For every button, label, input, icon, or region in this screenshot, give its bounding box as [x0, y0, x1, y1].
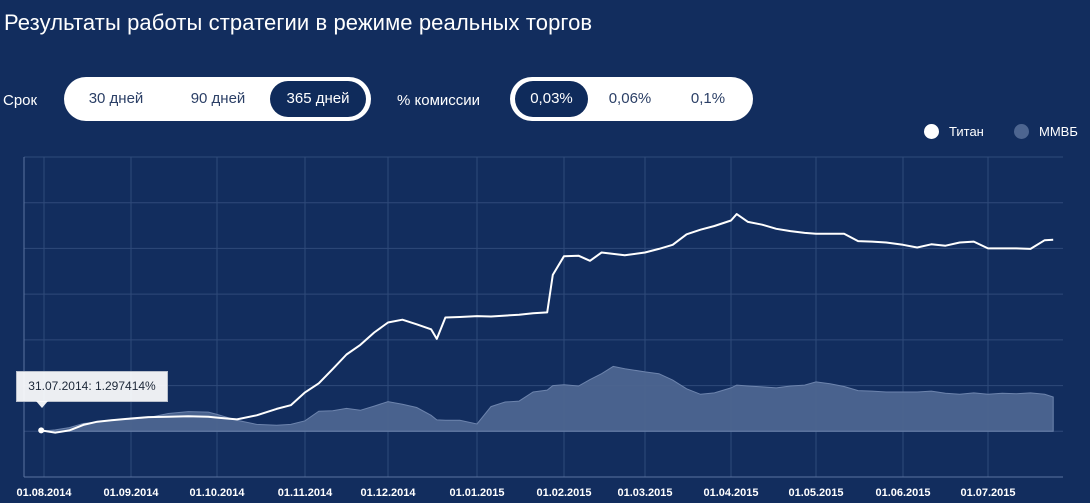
legend-item-mmvb[interactable]: ММВБ — [1014, 122, 1078, 140]
period-label: Срок — [3, 92, 38, 109]
period-selector: 30 дней 90 дней 365 дней — [64, 77, 371, 121]
chart-tooltip: 31.07.2014: 1.297414% — [16, 371, 168, 402]
legend-dot-titan — [924, 123, 939, 139]
x-tick-label: 01.06.2015 — [875, 487, 930, 499]
legend-label-mmvb: ММВБ — [1039, 123, 1078, 139]
x-tick-label: 01.02.2015 — [536, 487, 591, 499]
series-line-titan — [41, 213, 1054, 434]
commission-selector: 0,03% 0,06% 0,1% — [510, 77, 753, 121]
period-option-365-days[interactable]: 365 дней — [270, 81, 366, 117]
x-tick-label: 01.12.2014 — [360, 487, 416, 499]
tooltip-marker — [38, 427, 45, 434]
series-area-mmvb — [40, 365, 1054, 432]
x-tick-label: 01.04.2015 — [703, 487, 758, 499]
legend-dot-mmvb — [1014, 123, 1029, 139]
commission-option-006[interactable]: 0,06% — [608, 90, 652, 107]
tooltip-arrow — [36, 401, 48, 408]
legend-label-titan: Титан — [949, 123, 984, 139]
x-tick-label: 01.03.2015 — [617, 487, 672, 499]
commission-label: % комиссии — [397, 92, 481, 109]
x-tick-label: 01.05.2015 — [788, 487, 843, 499]
commission-option-01[interactable]: 0,1% — [690, 90, 726, 107]
period-option-30-days[interactable]: 30 дней — [88, 90, 144, 107]
x-tick-label: 01.08.2014 — [16, 487, 72, 499]
x-tick-label: 01.07.2015 — [960, 487, 1015, 499]
page-title: Результаты работы стратегии в режиме реа… — [4, 10, 593, 35]
period-option-90-days[interactable]: 90 дней — [190, 90, 246, 107]
x-tick-label: 01.01.2015 — [449, 487, 504, 499]
x-tick-label: 01.09.2014 — [103, 487, 159, 499]
x-tick-label: 01.10.2014 — [189, 487, 245, 499]
legend-item-titan[interactable]: Титан — [924, 122, 984, 140]
commission-option-003[interactable]: 0,03% — [515, 81, 588, 117]
x-tick-label: 01.11.2014 — [278, 487, 333, 499]
